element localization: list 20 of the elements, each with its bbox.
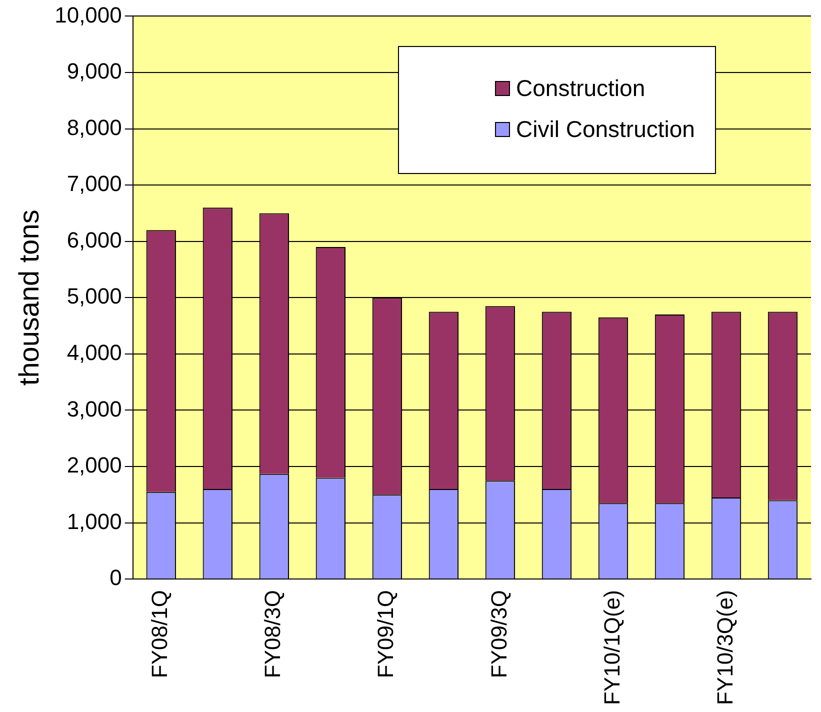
y-tick-label: 8,000 [66, 114, 122, 140]
legend-label: Civil Construction [516, 116, 695, 144]
x-tick-label: FY10/3Q(e) [712, 590, 738, 706]
y-axis-title: thousand tons [14, 210, 45, 386]
y-tick-label: 10,000 [54, 2, 122, 28]
y-tick-label: 4,000 [66, 340, 122, 365]
y-tick-label: 9,000 [66, 58, 122, 84]
x-tick-label: FY08/3Q [260, 590, 286, 678]
legend-label: Construction [516, 75, 646, 102]
y-tick-label: 0 [110, 565, 122, 590]
y-tick-label: 2,000 [66, 452, 122, 478]
y-tick-label: 6,000 [66, 227, 122, 252]
x-tick-label: FY08/1Q [147, 590, 172, 678]
x-tick-label: FY09/1Q [373, 590, 398, 678]
y-tick-label: 3,000 [66, 396, 122, 422]
x-tick-label: FY10/1Q(e) [599, 590, 624, 706]
x-tick-label: FY09/3Q [486, 590, 512, 678]
y-tick-label: 7,000 [66, 171, 122, 196]
y-tick-label: 1,000 [66, 508, 122, 534]
y-tick-label: 5,000 [66, 284, 122, 309]
